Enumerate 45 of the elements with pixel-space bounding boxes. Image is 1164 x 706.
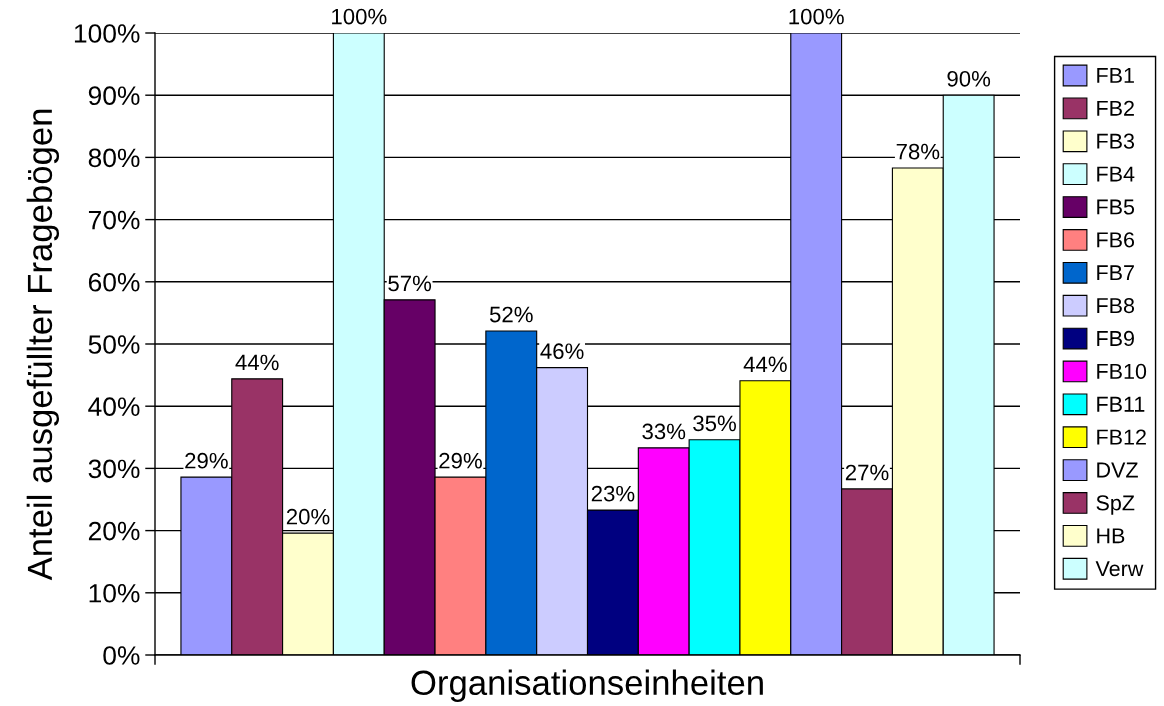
y-tick-label: 10%	[89, 583, 140, 603]
legend-label: FB6	[1097, 232, 1135, 248]
data-label: 100%	[332, 8, 387, 25]
y-tick-label: 70%	[88, 210, 140, 230]
data-label: 52%	[489, 306, 533, 323]
y-tick-label: 20%	[88, 521, 140, 541]
data-label: 57%	[388, 275, 432, 292]
y-tick-label: 90%	[88, 86, 140, 106]
legend-label: HB	[1097, 528, 1125, 544]
data-label: 29%	[185, 452, 228, 469]
legend-label: FB3	[1097, 133, 1135, 149]
data-label: 35%	[693, 415, 736, 432]
y-tick-label: 60%	[88, 272, 140, 292]
legend-label: FB7	[1097, 265, 1134, 281]
data-label: 44%	[235, 354, 279, 371]
y-tick-label: 80%	[88, 148, 140, 168]
legend-label: FB9	[1097, 330, 1134, 347]
data-label: 44%	[743, 356, 787, 373]
y-tick-label: 0%	[103, 646, 140, 665]
y-tick-label: 100%	[74, 24, 140, 43]
legend-label: FB4	[1097, 166, 1135, 182]
y-tick-label: 30%	[88, 459, 140, 479]
x-axis-title: Organisationseinheiten	[411, 669, 763, 702]
legend-label: FB5	[1097, 199, 1135, 215]
legend-label: FB2	[1097, 100, 1134, 116]
legend-label: DVZ	[1097, 462, 1138, 478]
y-tick-label: 50%	[88, 335, 140, 354]
legend-label: SpZ	[1096, 495, 1135, 515]
data-label: 27%	[845, 464, 889, 481]
legend-label: FB12	[1097, 429, 1146, 445]
data-label: 78%	[896, 143, 940, 160]
data-label: 90%	[947, 70, 991, 87]
data-label: 100%	[789, 8, 844, 25]
legend-label: FB1	[1097, 68, 1134, 83]
y-tick-label: 40%	[88, 397, 140, 417]
legend-label: FB10	[1097, 363, 1147, 379]
data-label: 33%	[642, 423, 686, 440]
y-axis-title: Anteil ausgefüllter Fragebögen	[26, 109, 60, 581]
data-label: 20%	[286, 508, 330, 525]
legend-label: FB11	[1097, 396, 1145, 412]
data-label: 29%	[439, 452, 482, 469]
legend-label: FB8	[1097, 297, 1135, 314]
data-label: 46%	[540, 343, 584, 360]
legend-label: Verw	[1095, 561, 1144, 577]
data-label: 23%	[591, 485, 635, 502]
